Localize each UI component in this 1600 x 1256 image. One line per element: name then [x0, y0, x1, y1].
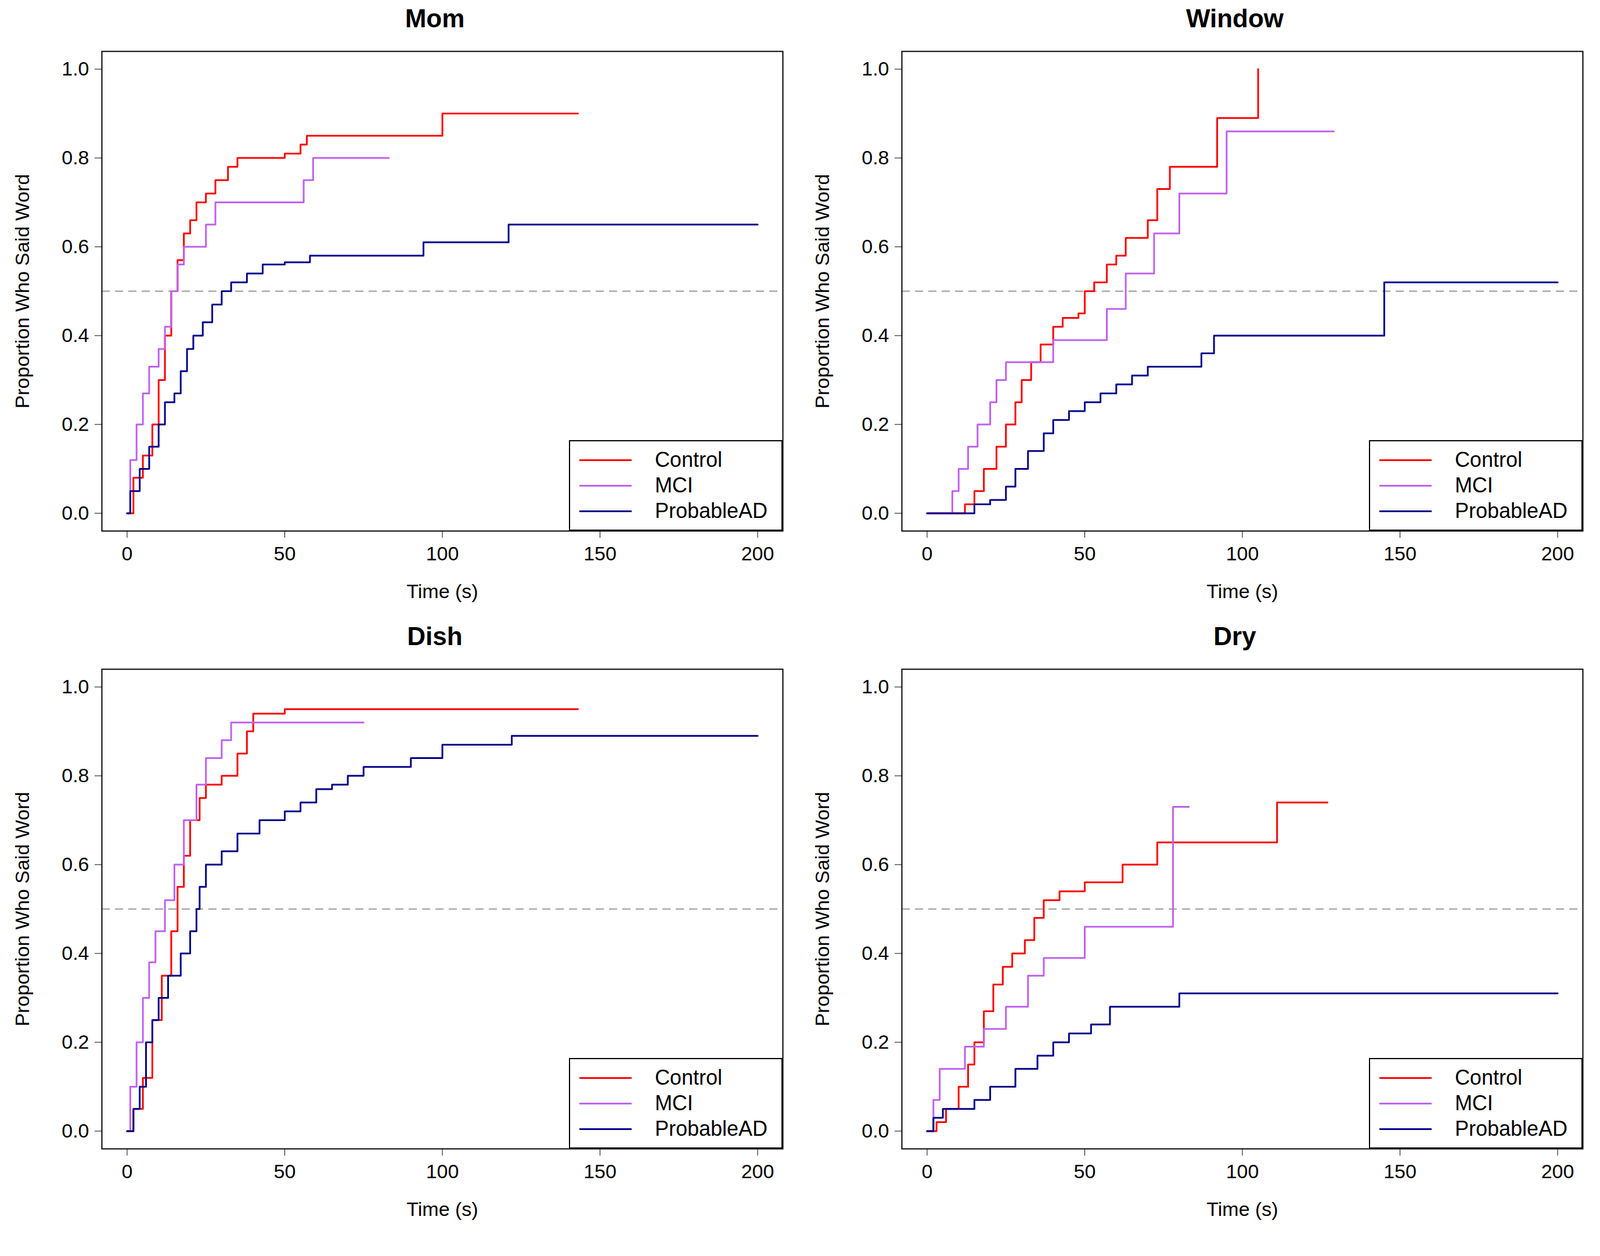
svg-text:Time (s): Time (s) [406, 579, 478, 603]
svg-text:0.0: 0.0 [61, 501, 89, 524]
svg-text:100: 100 [426, 542, 460, 565]
svg-text:100: 100 [426, 1159, 460, 1183]
svg-text:0.6: 0.6 [861, 852, 889, 875]
svg-text:0.4: 0.4 [861, 941, 889, 964]
svg-text:Proportion Who Said Word: Proportion Who Said Word [811, 174, 834, 409]
svg-text:Time (s): Time (s) [406, 1197, 478, 1220]
svg-text:0.6: 0.6 [861, 235, 889, 258]
html-text:ProbableAD: ProbableAD [654, 1116, 768, 1141]
svg-text:0.8: 0.8 [61, 764, 89, 787]
svg-text:0.0: 0.0 [861, 1119, 889, 1142]
svg-text:Proportion Who Said Word: Proportion Who Said Word [11, 174, 34, 409]
svg-text:0.0: 0.0 [861, 501, 889, 524]
svg-text:0: 0 [921, 1159, 933, 1183]
svg-text:0.8: 0.8 [861, 146, 889, 169]
svg-text:0.6: 0.6 [61, 852, 89, 875]
html-text:Control: Control [654, 447, 723, 472]
svg-text:0: 0 [121, 1159, 133, 1183]
html-text:MCI: MCI [654, 1090, 694, 1115]
svg-text:200: 200 [741, 1159, 775, 1183]
svg-text:0.6: 0.6 [61, 235, 89, 258]
svg-text:150: 150 [583, 1159, 617, 1183]
svg-text:0.2: 0.2 [861, 412, 889, 435]
html-text:Dry: Dry [1213, 621, 1257, 651]
svg-text:150: 150 [583, 542, 617, 565]
html-text:Control: Control [1454, 1065, 1523, 1090]
html-text:Dish: Dish [407, 621, 463, 651]
html-text:Control: Control [1454, 447, 1523, 472]
svg-text:150: 150 [1383, 1159, 1417, 1183]
svg-text:0.2: 0.2 [861, 1030, 889, 1053]
svg-text:200: 200 [741, 542, 775, 565]
html-text:ProbableAD: ProbableAD [1454, 1116, 1568, 1141]
svg-text:50: 50 [274, 542, 297, 565]
svg-text:Proportion Who Said Word: Proportion Who Said Word [11, 791, 34, 1027]
svg-text:0.8: 0.8 [861, 764, 889, 787]
svg-text:50: 50 [1074, 1159, 1097, 1183]
svg-text:Time (s): Time (s) [1206, 579, 1278, 603]
svg-text:150: 150 [1383, 542, 1417, 565]
html-text:MCI: MCI [654, 473, 694, 497]
html-text:Mom: Mom [405, 4, 465, 33]
svg-text:0.4: 0.4 [61, 323, 89, 347]
svg-text:1.0: 1.0 [61, 675, 89, 698]
svg-text:0: 0 [121, 542, 133, 565]
svg-text:0.4: 0.4 [861, 323, 889, 347]
svg-text:100: 100 [1226, 542, 1260, 565]
svg-text:0.8: 0.8 [61, 146, 89, 169]
svg-text:200: 200 [1541, 1159, 1575, 1183]
html-text:MCI: MCI [1454, 1090, 1494, 1115]
svg-text:1.0: 1.0 [61, 57, 89, 80]
html-text:MCI: MCI [1454, 473, 1494, 497]
svg-text:100: 100 [1226, 1159, 1260, 1183]
svg-text:50: 50 [1074, 542, 1097, 565]
svg-text:1.0: 1.0 [861, 57, 889, 80]
svg-text:0.2: 0.2 [61, 1030, 89, 1053]
svg-text:0: 0 [921, 542, 933, 565]
svg-text:1.0: 1.0 [861, 675, 889, 698]
html-text:ProbableAD: ProbableAD [654, 498, 768, 523]
svg-text:0.0: 0.0 [61, 1119, 89, 1142]
html-text:Window: Window [1186, 4, 1284, 33]
html-text:Control: Control [654, 1065, 723, 1090]
svg-text:Proportion Who Said Word: Proportion Who Said Word [811, 791, 834, 1027]
svg-text:50: 50 [274, 1159, 297, 1183]
svg-text:0.2: 0.2 [61, 412, 89, 435]
svg-text:200: 200 [1541, 542, 1575, 565]
html-text:ProbableAD: ProbableAD [1454, 498, 1568, 523]
svg-text:Time (s): Time (s) [1206, 1197, 1278, 1220]
svg-text:0.4: 0.4 [61, 941, 89, 964]
